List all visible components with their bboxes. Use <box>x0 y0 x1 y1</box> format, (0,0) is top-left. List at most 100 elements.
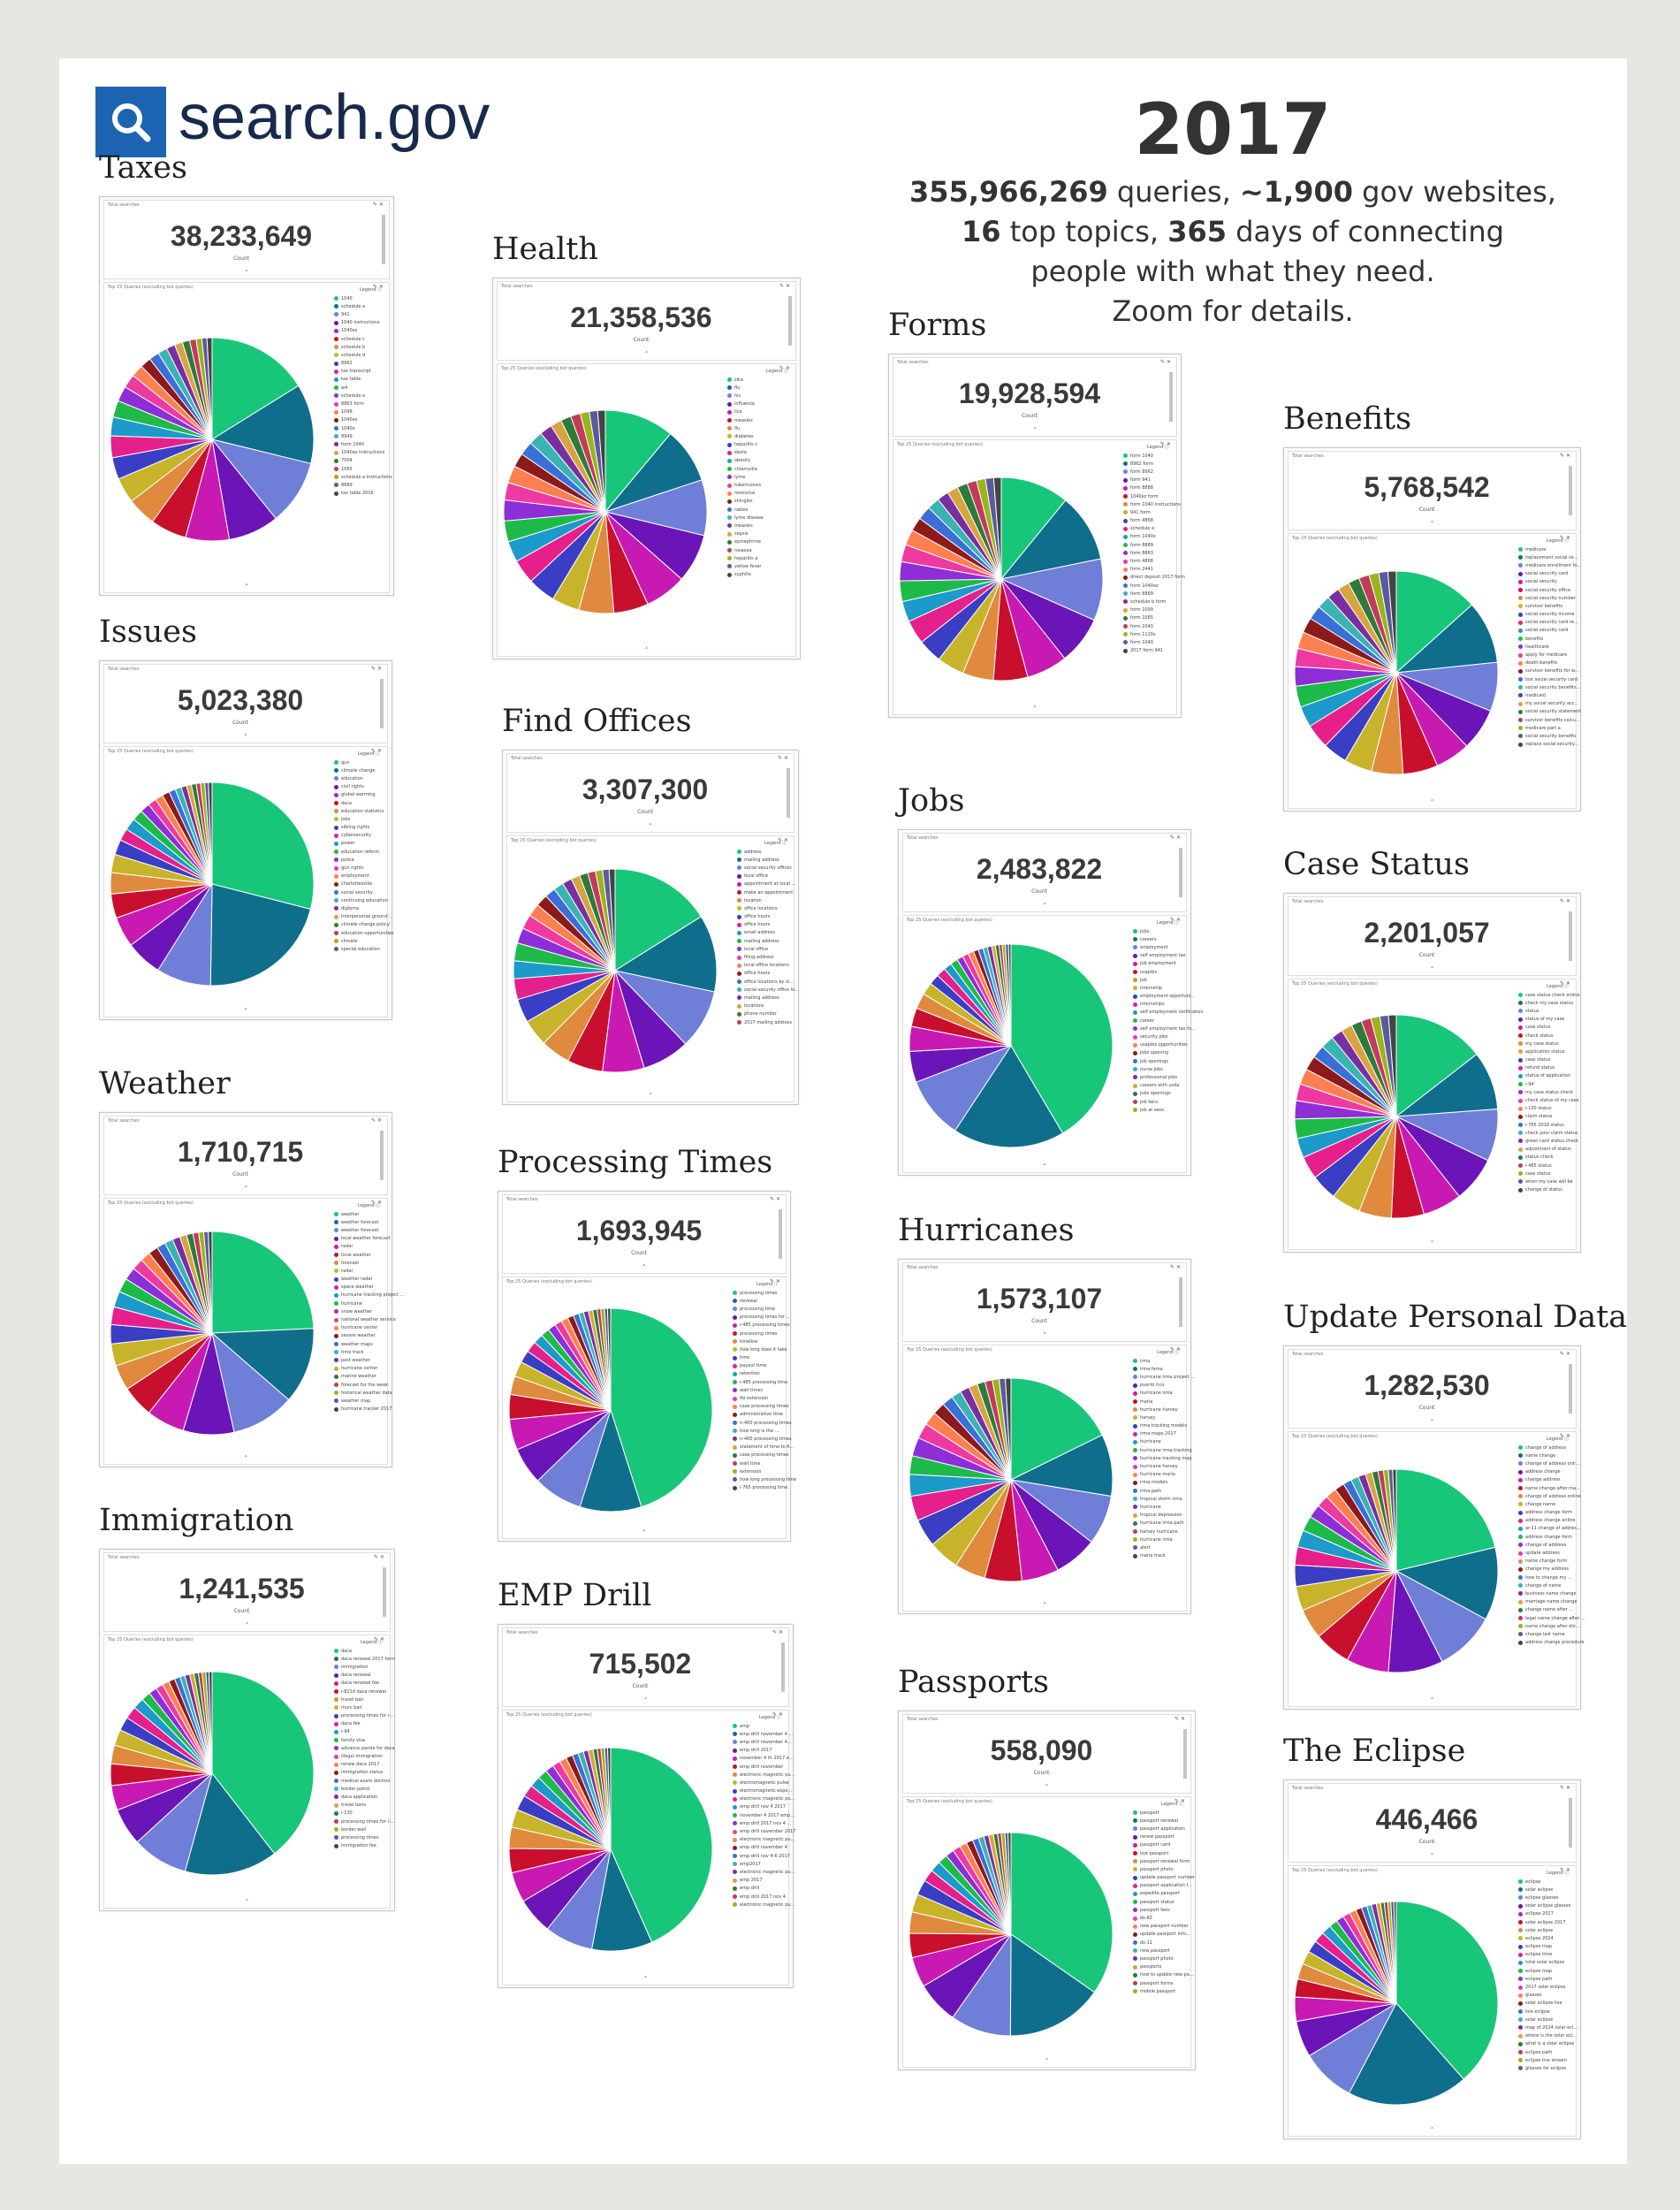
legend-item[interactable]: address change form <box>1518 1533 1574 1541</box>
collapse-caret[interactable]: ˄ <box>1430 2127 1434 2134</box>
legend-item[interactable]: police <box>334 856 385 864</box>
legend-item[interactable]: chlamydia <box>727 465 794 473</box>
legend-item[interactable]: radar <box>334 1243 385 1251</box>
scrollbar[interactable] <box>1569 466 1572 515</box>
collapse-caret[interactable]: ˄ <box>1430 1697 1434 1704</box>
legend-item[interactable]: jobs opening <box>1133 1049 1184 1057</box>
legend-item[interactable]: address change form <box>1518 1509 1574 1517</box>
legend-item[interactable]: emp drill nov 4 2017 <box>733 1803 787 1811</box>
pie-chart[interactable] <box>501 408 710 616</box>
legend-item[interactable]: marriage name change <box>1518 1598 1577 1606</box>
legend-item[interactable]: radar <box>334 1267 385 1275</box>
legend-item[interactable]: case processing times <box>733 1403 789 1411</box>
legend-item[interactable]: death benefits <box>1518 659 1574 667</box>
legend-item[interactable]: electronic magnetic pu... <box>733 1901 794 1909</box>
pie-slice[interactable] <box>610 1747 713 1943</box>
legend-item[interactable]: form 1040 <box>1123 638 1174 646</box>
legend-item[interactable]: 2017 form 941 <box>1123 647 1174 655</box>
legend-item[interactable]: fbi extension <box>733 1394 784 1402</box>
legend-item[interactable]: change of address onli... <box>1518 1459 1579 1467</box>
scrollbar[interactable] <box>787 768 790 818</box>
legend-item[interactable]: tax transcript <box>334 368 387 376</box>
legend-item[interactable]: status of my case <box>1518 1016 1574 1024</box>
legend-item[interactable]: change my address <box>1518 1566 1574 1574</box>
legend-item[interactable]: local office locations <box>737 962 792 970</box>
legend-item[interactable]: charlottesville <box>334 880 385 888</box>
legend-item[interactable]: past weather <box>334 1356 385 1364</box>
pie-slice[interactable] <box>1348 2002 1464 2106</box>
legend-item[interactable]: shingles <box>727 498 794 506</box>
legend-item[interactable]: social security number <box>1518 594 1576 602</box>
legend-item[interactable]: usajobs opportunities <box>1133 1041 1188 1049</box>
legend-item[interactable]: passport <box>1133 1809 1189 1817</box>
scrollbar[interactable] <box>1179 848 1182 897</box>
pie-slice[interactable] <box>1387 570 1397 674</box>
panel-controls[interactable]: ✎ ✕ <box>772 1711 783 1718</box>
legend-item[interactable]: schedule a <box>334 302 387 310</box>
legend-item[interactable]: emp2017 <box>733 1860 787 1868</box>
legend-item[interactable]: careers with usda <box>1133 1082 1184 1090</box>
legend-item[interactable]: 1040 instructions <box>334 319 387 327</box>
legend-item[interactable]: solar eclipse glasses <box>1518 1902 1574 1910</box>
legend-item[interactable]: usajobs <box>1133 968 1184 976</box>
legend-item[interactable]: harvey hurricane <box>1133 1528 1184 1536</box>
legend-item[interactable]: passport renewal <box>1133 1817 1189 1825</box>
legend-item[interactable]: i-130 status <box>1518 1105 1574 1113</box>
legend-item[interactable]: 1040 <box>334 294 387 302</box>
legend-item[interactable]: jobs <box>1133 927 1184 935</box>
pie-slice[interactable] <box>206 337 213 440</box>
legend-item[interactable]: change last name <box>1518 1630 1574 1638</box>
panel-controls[interactable]: ✎ ✕ <box>1160 359 1171 365</box>
pie-slice[interactable] <box>1005 1377 1012 1481</box>
legend-item[interactable]: glasses for eclipse <box>1518 2064 1574 2072</box>
legend-item[interactable]: 1099 <box>334 408 387 416</box>
legend-item[interactable]: extension <box>733 1467 784 1475</box>
legend-item[interactable]: how long is the ... <box>733 1427 784 1435</box>
legend-item[interactable]: location <box>737 896 792 904</box>
pie-slice[interactable] <box>604 409 672 514</box>
legend-item[interactable]: social security income <box>1518 611 1575 619</box>
legend-item[interactable]: case status check online <box>1518 991 1580 999</box>
legend-item[interactable]: expedite passport <box>1133 1890 1189 1898</box>
collapse-caret[interactable]: ˄ <box>245 1899 249 1906</box>
legend-item[interactable]: schedule c <box>334 335 387 343</box>
legend-item[interactable]: benefits <box>1518 635 1574 643</box>
legend-item[interactable]: when my case will be <box>1518 1177 1574 1185</box>
pie-slice[interactable] <box>608 868 616 972</box>
legend-item[interactable]: total solar eclipse <box>1518 1959 1574 1967</box>
legend-item[interactable]: education opportunities <box>334 929 394 937</box>
legend-item[interactable]: 1065 <box>334 465 387 473</box>
legend-item[interactable]: maria track <box>1133 1552 1184 1560</box>
legend-item[interactable]: emp 2017 <box>733 1877 787 1885</box>
legend-item[interactable]: my case status <box>1518 1040 1574 1048</box>
legend-item[interactable]: medical exam doctors <box>334 1777 390 1785</box>
legend-item[interactable]: hurricane irma <box>1133 1390 1184 1398</box>
legend-item[interactable]: how to update new pa... <box>1133 1971 1194 1979</box>
legend-item[interactable]: flu <box>727 424 794 432</box>
legend-item[interactable]: passports <box>1133 1963 1189 1971</box>
legend-item[interactable]: hurricane irma <box>1133 1536 1184 1543</box>
legend-item[interactable]: november 4 th 2017 e... <box>733 1755 794 1763</box>
legend-item[interactable]: emp drill nov 4-6 2017 <box>733 1852 790 1860</box>
collapse-caret[interactable]: ˄ <box>1430 966 1434 973</box>
legend-item[interactable]: wait time <box>733 1459 784 1467</box>
collapse-caret[interactable]: ˄ <box>643 1697 648 1704</box>
legend-item[interactable]: rosacea <box>727 546 794 554</box>
legend-item[interactable]: weather forecast <box>334 1226 385 1234</box>
collapse-caret[interactable]: ˄ <box>649 1093 652 1100</box>
legend-item[interactable]: processing times <box>733 1330 784 1337</box>
legend-item[interactable]: 1040ez <box>334 327 387 335</box>
legend-item[interactable]: case processing times <box>733 1452 789 1459</box>
legend-item[interactable]: lice <box>727 408 794 416</box>
legend-item[interactable]: payout time <box>733 1362 784 1370</box>
pie-slice[interactable] <box>1000 476 1067 581</box>
panel-controls[interactable]: ✎ ✕ <box>1560 1785 1570 1791</box>
legend-item[interactable]: emp drill 2017 nov 4 ... <box>733 1819 791 1827</box>
legend-item[interactable]: immigration status <box>334 1769 388 1777</box>
legend-item[interactable]: address change procedure <box>1518 1639 1585 1647</box>
legend-item[interactable]: hurricane harvey <box>1133 1462 1184 1470</box>
legend-item[interactable]: 941 <box>334 310 387 318</box>
legend-item[interactable]: lost social security card <box>1518 675 1577 683</box>
legend-item[interactable]: timeline <box>733 1337 784 1345</box>
legend-item[interactable]: form 4868 <box>1123 557 1174 565</box>
